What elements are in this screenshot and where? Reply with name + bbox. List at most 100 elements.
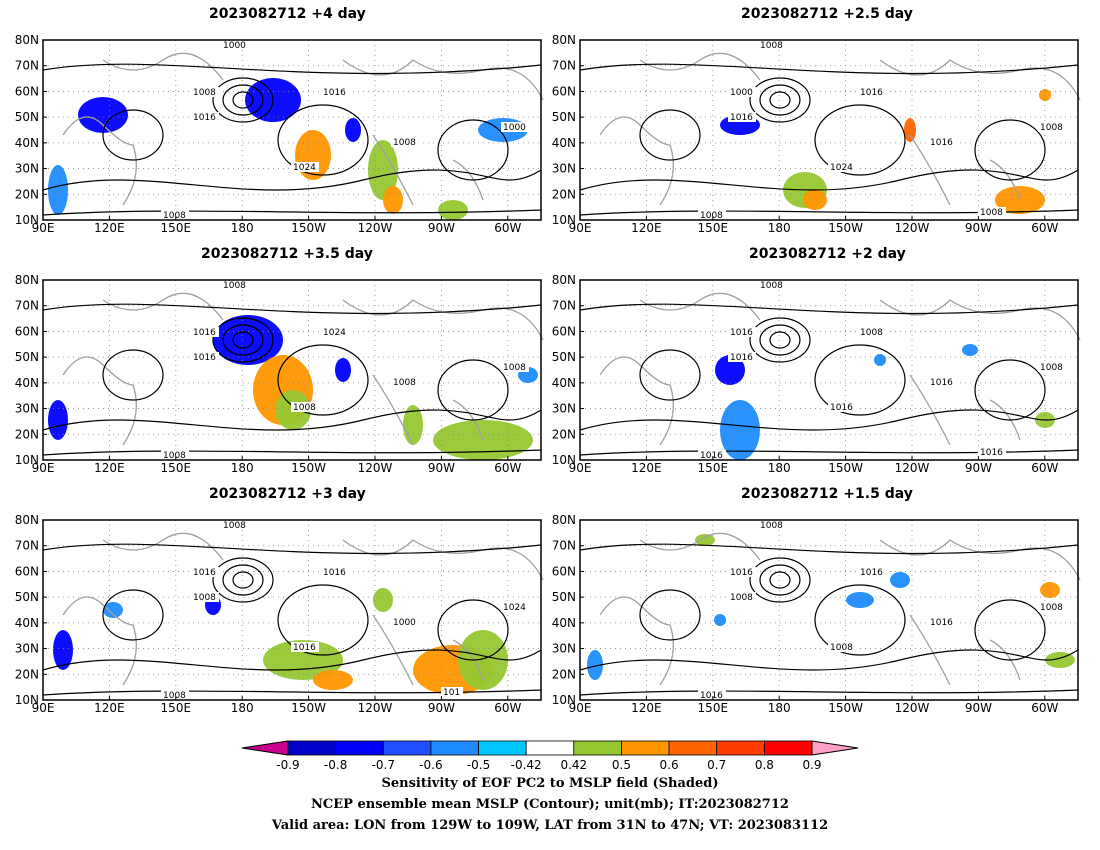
map-panel-0: 1000 1008 1016 1016 1024 1000 1008 1008 80N 70N 60… bbox=[15, 33, 544, 235]
contour-label: 1008 bbox=[193, 593, 216, 603]
lon-tick-label: 120E bbox=[94, 701, 125, 715]
contour-label: 1008 bbox=[163, 211, 186, 221]
lon-tick-label: 90E bbox=[569, 221, 592, 235]
lat-tick-label: 40N bbox=[552, 136, 576, 150]
lat-tick-label: 30N bbox=[552, 402, 576, 416]
panel-title-p1: 2023082712 +2.5 day bbox=[741, 6, 913, 22]
lat-tick-label: 20N bbox=[552, 187, 576, 201]
lon-tick-label: 90W bbox=[965, 461, 992, 475]
map-panel-2: 1008 1016 1016 1024 1008 1008 1008 1008 80N 70N 60… bbox=[15, 273, 544, 475]
colorbar-swatch bbox=[525, 740, 575, 756]
lon-tick-label: 150E bbox=[698, 221, 729, 235]
lon-tick-label: 90W bbox=[428, 701, 455, 715]
isobar bbox=[759, 324, 801, 356]
lon-tick-label: 90E bbox=[569, 701, 592, 715]
lat-tick-label: 40N bbox=[552, 376, 576, 390]
lon-tick-label: 150W bbox=[291, 701, 326, 715]
contour-label: 1008 bbox=[730, 593, 753, 603]
map-panels: 1000 1008 1016 1016 1024 1000 1008 1008 80N 70N 60… bbox=[15, 33, 1081, 715]
isobar bbox=[579, 169, 1079, 191]
contour-label: 1008 bbox=[193, 88, 216, 98]
sensitivity-shading bbox=[345, 118, 361, 142]
lat-tick-label: 30N bbox=[15, 402, 39, 416]
contour-label: 1008 bbox=[293, 403, 316, 413]
isobar bbox=[579, 303, 1079, 315]
contour-label: 1008 bbox=[760, 41, 783, 51]
map-panel-1: 1008 1000 1016 1016 1024 1008 1016 1008 1008 80N 7… bbox=[552, 33, 1081, 235]
lon-tick-label: 60W bbox=[494, 461, 521, 475]
sensitivity-shading bbox=[874, 354, 886, 366]
coastline bbox=[102, 52, 224, 81]
lat-tick-label: 20N bbox=[552, 427, 576, 441]
contour-label: 1016 bbox=[730, 568, 753, 578]
contour-label: 1008 bbox=[760, 521, 783, 531]
contour-label: 1000 bbox=[393, 618, 416, 628]
lat-tick-label: 80N bbox=[552, 273, 576, 287]
contour-label: 1016 bbox=[193, 353, 216, 363]
colorbar-swatch bbox=[382, 740, 432, 756]
colorbar-label: -0.9 bbox=[276, 758, 299, 772]
coastline bbox=[62, 356, 137, 446]
panel-title-p5: 2023082712 +1.5 day bbox=[741, 486, 913, 502]
lon-tick-label: 120W bbox=[895, 221, 930, 235]
contour-label: 1016 bbox=[700, 451, 723, 461]
contour-label: 1016 bbox=[830, 403, 853, 413]
coastline bbox=[102, 292, 224, 321]
lon-tick-label: 90E bbox=[32, 701, 55, 715]
coastline bbox=[639, 52, 761, 81]
colorbar-label: 0.9 bbox=[802, 758, 821, 772]
colorbar-swatch bbox=[716, 740, 765, 756]
isobar bbox=[42, 449, 542, 456]
sensitivity-shading bbox=[962, 344, 978, 356]
coastline bbox=[909, 374, 951, 446]
sensitivity-shading bbox=[313, 670, 353, 690]
lat-tick-label: 10N bbox=[15, 693, 39, 707]
colorbar-swatch bbox=[573, 740, 622, 756]
lat-tick-label: 20N bbox=[15, 667, 39, 681]
lon-tick-label: 120W bbox=[358, 701, 393, 715]
coastline bbox=[372, 374, 414, 446]
coastline bbox=[989, 639, 1021, 681]
sensitivity-shading bbox=[213, 315, 283, 365]
isobar bbox=[232, 331, 254, 349]
lon-tick-label: 90E bbox=[569, 461, 592, 475]
colorbar-label: -0.6 bbox=[419, 758, 442, 772]
lat-tick-label: 70N bbox=[552, 299, 576, 313]
lon-tick-label: 150W bbox=[828, 701, 863, 715]
isobar bbox=[639, 109, 701, 161]
isobar bbox=[212, 317, 274, 363]
lat-tick-label: 60N bbox=[15, 84, 39, 98]
lat-tick-label: 20N bbox=[15, 427, 39, 441]
coastline bbox=[599, 596, 674, 686]
isobar bbox=[579, 63, 1079, 75]
colorbar-swatch bbox=[621, 740, 670, 756]
lon-tick-label: 90W bbox=[965, 701, 992, 715]
sensitivity-shading bbox=[715, 355, 745, 385]
sensitivity-shading bbox=[48, 400, 68, 440]
lat-tick-label: 80N bbox=[15, 513, 39, 527]
isobar bbox=[437, 359, 509, 421]
lon-tick-label: 120E bbox=[631, 221, 662, 235]
lon-tick-label: 150E bbox=[161, 461, 192, 475]
lat-tick-label: 10N bbox=[552, 453, 576, 467]
isobar bbox=[102, 589, 164, 641]
isobar bbox=[814, 584, 906, 656]
lat-tick-label: 30N bbox=[552, 642, 576, 656]
lon-tick-label: 180 bbox=[231, 221, 254, 235]
contour-label: 1000 bbox=[730, 88, 753, 98]
coastline bbox=[452, 639, 484, 681]
lat-tick-label: 10N bbox=[552, 693, 576, 707]
contour-label: 1008 bbox=[760, 281, 783, 291]
colorbar: -0.9 -0.8 -0.7 -0.6 -0.5 -0.42 0.42 0.5 0.6 0.7 0.… bbox=[241, 740, 859, 772]
isobar bbox=[639, 349, 701, 401]
colorbar-swatch bbox=[763, 740, 813, 756]
contour-label: 1016 bbox=[930, 378, 953, 388]
sensitivity-shading bbox=[438, 200, 468, 220]
isobar bbox=[759, 564, 801, 596]
lat-tick-label: 50N bbox=[15, 110, 39, 124]
sensitivity-shading bbox=[714, 614, 726, 626]
lat-tick-label: 70N bbox=[552, 59, 576, 73]
lon-tick-label: 150E bbox=[698, 701, 729, 715]
sensitivity-shading bbox=[48, 165, 68, 215]
lon-tick-label: 150E bbox=[161, 701, 192, 715]
